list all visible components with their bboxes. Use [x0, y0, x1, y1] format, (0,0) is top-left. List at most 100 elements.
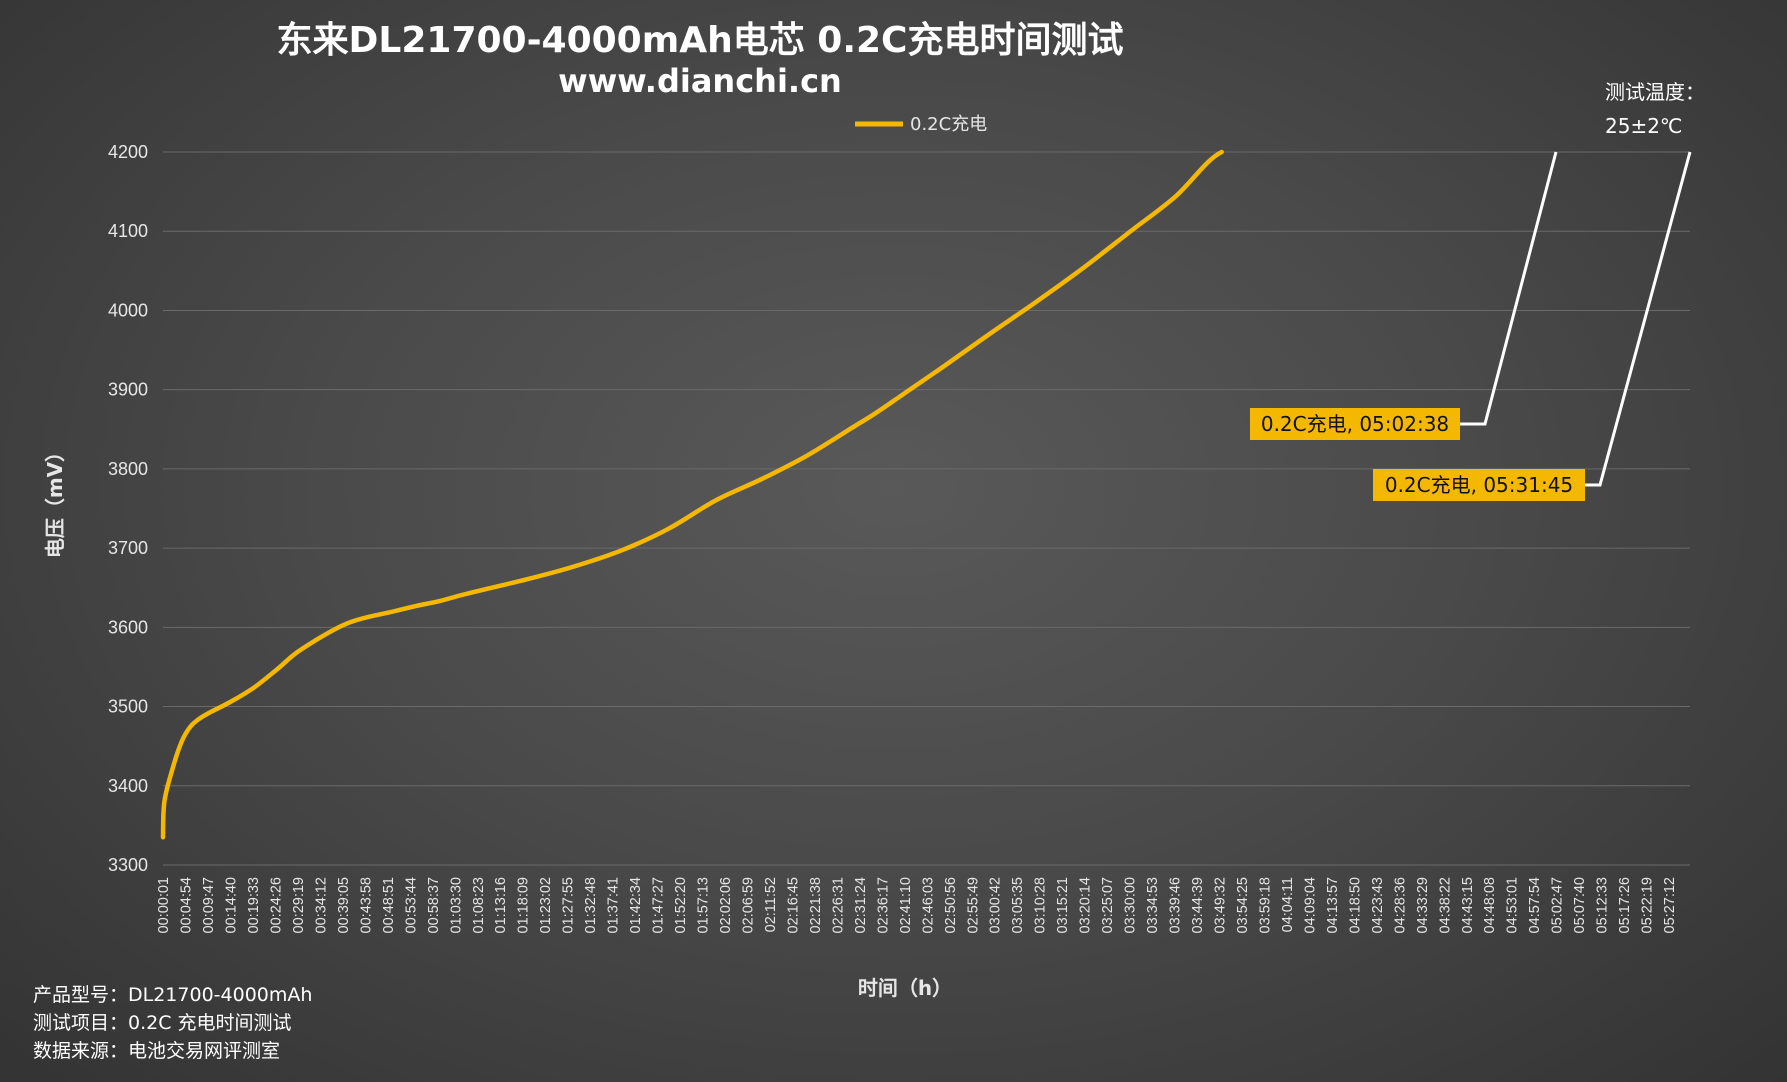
- x-tick-label: 04:13:57: [1325, 877, 1341, 933]
- gridlines: [163, 151, 1690, 866]
- x-tick-label: 03:34:53: [1145, 877, 1161, 933]
- temperature-note-value: 25±2℃: [1605, 114, 1682, 138]
- x-tick-label: 02:55:49: [965, 877, 981, 933]
- x-tick-label: 04:04:11: [1280, 877, 1296, 932]
- x-tick-label: 00:53:44: [403, 877, 419, 933]
- x-tick-label: 05:12:33: [1595, 877, 1611, 933]
- series-line: [160, 149, 1224, 840]
- footer-source: 数据来源：电池交易网评测室: [33, 1040, 280, 1062]
- x-tick-label: 04:48:08: [1482, 877, 1498, 933]
- y-tick-label: 3600: [108, 617, 148, 637]
- x-tick-label: 03:20:14: [1078, 877, 1094, 933]
- callout-leader: [1585, 151, 1692, 487]
- x-tick-label: 02:11:52: [763, 877, 779, 932]
- x-tick-label: 04:18:50: [1347, 877, 1363, 933]
- callout-leader: [1460, 151, 1558, 426]
- x-tick-label: 01:13:16: [493, 877, 509, 933]
- x-tick-label: 04:57:54: [1527, 877, 1543, 933]
- x-tick-label: 05:27:12: [1662, 877, 1678, 933]
- x-tick-label: 00:43:58: [358, 877, 374, 933]
- x-tick-label: 03:10:28: [1033, 877, 1049, 933]
- y-tick-label: 3800: [108, 459, 148, 479]
- x-tick-label: 02:50:56: [943, 877, 959, 933]
- y-tick-label: 4000: [108, 300, 148, 320]
- x-tick-label: 02:41:10: [898, 877, 914, 933]
- x-tick-label: 00:24:26: [268, 877, 284, 933]
- x-tick-label: 02:16:45: [785, 877, 801, 933]
- x-tick-label: 00:00:01: [156, 877, 172, 933]
- x-tick-label: 03:44:39: [1190, 877, 1206, 933]
- x-tick-label: 05:07:40: [1572, 877, 1588, 933]
- x-tick-label: 03:15:21: [1055, 877, 1071, 933]
- x-axis-ticks: 00:00:01 00:04:54 00:09:47 00:14:40 00:19:33…: [156, 877, 1678, 933]
- callout-label: 0.2C充电, 05:02:38: [1261, 412, 1449, 436]
- x-tick-label: 03:00:42: [988, 877, 1004, 933]
- x-tick-label: 02:31:24: [853, 877, 869, 933]
- y-tick-label: 3300: [108, 855, 148, 875]
- x-tick-label: 05:02:47: [1550, 877, 1566, 933]
- x-tick-label: 01:57:13: [696, 877, 712, 933]
- x-tick-label: 01:52:20: [673, 877, 689, 933]
- footer-test-item: 测试项目：0.2C 充电时间测试: [33, 1012, 292, 1034]
- x-tick-label: 02:26:31: [830, 877, 846, 933]
- callout-box: [1250, 408, 1460, 440]
- x-tick-label: 02:21:38: [808, 877, 824, 933]
- y-tick-label: 4100: [108, 221, 148, 241]
- x-tick-label: 01:27:55: [561, 877, 577, 933]
- x-tick-label: 01:23:02: [538, 877, 554, 933]
- x-tick-label: 02:36:17: [875, 877, 891, 933]
- y-axis-title: 电压（mV）: [43, 442, 67, 558]
- x-tick-label: 01:42:34: [628, 877, 644, 933]
- x-tick-label: 02:46:03: [920, 877, 936, 933]
- x-tick-label: 00:09:47: [201, 877, 217, 933]
- x-tick-label: 05:22:19: [1640, 877, 1656, 933]
- x-tick-label: 03:39:46: [1168, 877, 1184, 933]
- x-tick-label: 00:58:37: [426, 877, 442, 933]
- callout-box: [1373, 469, 1585, 501]
- x-tick-label: 01:47:27: [651, 877, 667, 933]
- x-tick-label: 04:33:29: [1415, 877, 1431, 933]
- x-tick-label: 00:34:12: [313, 877, 329, 933]
- temperature-note-label: 测试温度：: [1605, 80, 1705, 104]
- x-tick-label: 02:02:06: [718, 877, 734, 933]
- annotations: 0.2C充电, 05:02:38 0.2C充电, 05:31:45: [1250, 151, 1692, 501]
- y-tick-label: 3400: [108, 776, 148, 796]
- x-tick-label: 03:25:07: [1100, 877, 1116, 933]
- series-layer: [160, 149, 1224, 840]
- x-tick-label: 00:19:33: [246, 877, 262, 933]
- x-tick-label: 01:08:23: [471, 877, 487, 933]
- x-tick-label: 05:17:26: [1617, 877, 1633, 933]
- chart-subtitle: www.dianchi.cn: [558, 62, 842, 100]
- x-tick-label: 04:53:01: [1505, 877, 1521, 933]
- x-tick-label: 01:18:09: [516, 877, 532, 933]
- x-tick-label: 00:48:51: [381, 877, 397, 933]
- x-tick-label: 00:29:19: [291, 877, 307, 933]
- x-tick-label: 01:32:48: [583, 877, 599, 933]
- x-tick-label: 03:30:00: [1123, 877, 1139, 933]
- legend-label: 0.2C充电: [910, 114, 987, 135]
- x-tick-label: 03:54:25: [1235, 877, 1251, 933]
- x-tick-label: 01:03:30: [448, 877, 464, 933]
- y-tick-label: 3900: [108, 380, 148, 400]
- x-tick-label: 02:06:59: [740, 877, 756, 933]
- chart-title: 东来DL21700-4000mAh电芯 0.2C充电时间测试: [277, 20, 1124, 61]
- x-tick-label: 04:38:22: [1437, 877, 1453, 933]
- y-tick-label: 4200: [108, 142, 148, 162]
- y-tick-label: 3500: [108, 697, 148, 717]
- y-tick-label: 3700: [108, 538, 148, 558]
- legend: 0.2C充电: [855, 114, 987, 135]
- x-tick-label: 00:14:40: [224, 877, 240, 933]
- x-tick-label: 00:04:54: [179, 877, 195, 933]
- x-tick-label: 03:05:35: [1010, 877, 1026, 933]
- x-tick-label: 03:59:18: [1257, 877, 1273, 933]
- footer-model: 产品型号：DL21700-4000mAh: [33, 984, 312, 1006]
- x-axis-title: 时间（h）: [858, 976, 952, 1000]
- x-tick-label: 04:09:04: [1302, 877, 1318, 933]
- x-tick-label: 04:23:43: [1370, 877, 1386, 933]
- x-tick-label: 04:43:15: [1460, 877, 1476, 933]
- x-tick-label: 03:49:32: [1213, 877, 1229, 933]
- x-tick-label: 00:39:05: [336, 877, 352, 933]
- x-tick-label: 04:28:36: [1392, 877, 1408, 933]
- callout-label: 0.2C充电, 05:31:45: [1385, 473, 1573, 497]
